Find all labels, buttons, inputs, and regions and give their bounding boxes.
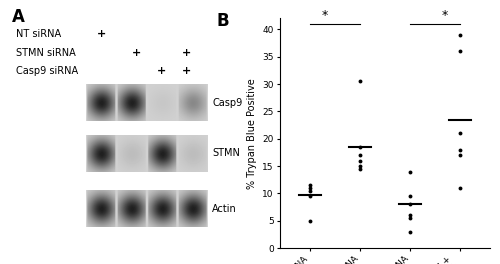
Text: Casp9: Casp9 — [212, 98, 242, 108]
Text: +: + — [182, 48, 192, 58]
Text: +: + — [97, 29, 106, 39]
Text: A: A — [12, 8, 25, 26]
Text: NT siRNA: NT siRNA — [16, 29, 62, 39]
Text: +: + — [182, 66, 192, 76]
Text: *: * — [322, 9, 328, 22]
Text: +: + — [132, 48, 140, 58]
Text: Actin: Actin — [212, 204, 237, 214]
Text: +: + — [157, 66, 166, 76]
Text: B: B — [217, 12, 230, 30]
Text: Casp9 siRNA: Casp9 siRNA — [16, 66, 78, 76]
Text: STMN: STMN — [212, 148, 240, 158]
Text: *: * — [442, 9, 448, 22]
Y-axis label: % Trypan Blue Positive: % Trypan Blue Positive — [246, 78, 256, 189]
Text: STMN siRNA: STMN siRNA — [16, 48, 76, 58]
